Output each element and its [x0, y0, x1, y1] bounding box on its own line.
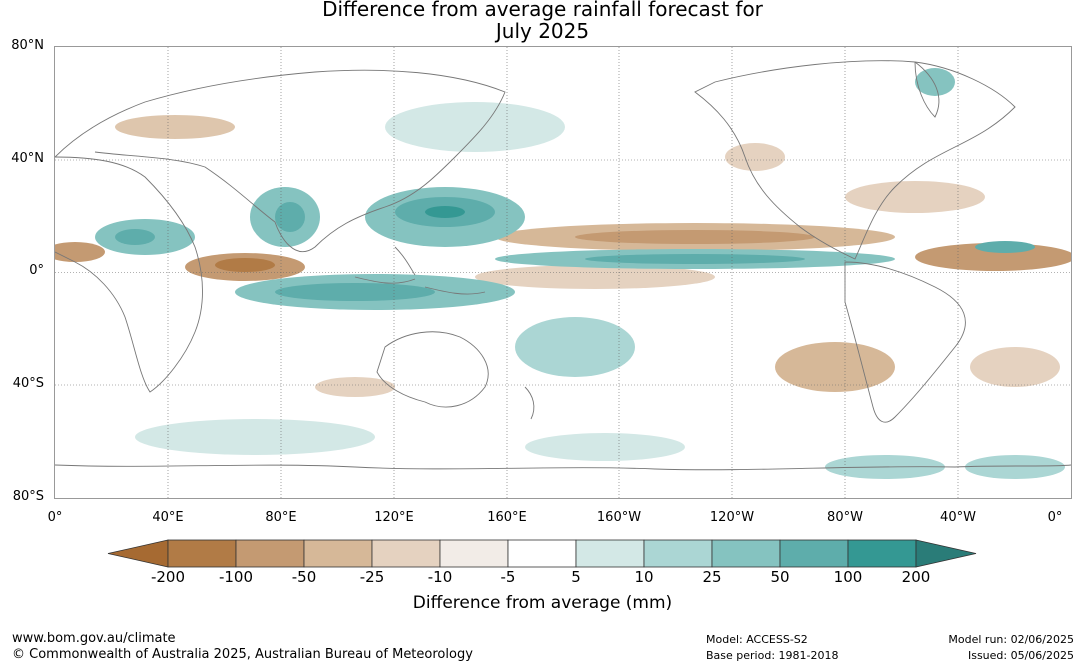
colorbar-bin — [439, 539, 509, 568]
lon-label-0: 0° — [47, 510, 63, 525]
lon-label-40w: 40°W — [940, 510, 976, 525]
lon-label-80w: 80°W — [827, 510, 863, 525]
lat-label-equator: 0° — [29, 263, 44, 278]
title-line-2: July 2025 — [495, 19, 590, 43]
colorbar-title: Difference from average (mm) — [412, 593, 673, 613]
lat-label-40s: 40°S — [12, 376, 44, 391]
colorbar-tick: 10 — [634, 568, 654, 586]
footer-model: Model: ACCESS-S2 — [706, 633, 808, 646]
lon-label-0-east: 0° — [1047, 510, 1063, 525]
footer-base-period: Base period: 1981-2018 — [706, 649, 839, 662]
map-title: Difference from average rainfall forecas… — [0, 0, 1085, 42]
colorbar-bin — [847, 539, 917, 568]
title-line-1: Difference from average rainfall forecas… — [322, 0, 763, 21]
footer-website: www.bom.gov.au/climate — [12, 631, 176, 646]
anomaly-fields — [45, 68, 1075, 479]
coastlines — [54, 60, 1072, 471]
lat-label-40n: 40°N — [11, 151, 44, 166]
colorbar — [107, 539, 977, 568]
colorbar-bin — [235, 539, 305, 568]
rainfall-anomaly-map — [45, 46, 1075, 499]
colorbar-tick: 200 — [901, 568, 931, 586]
colorbar-bin — [371, 539, 441, 568]
lon-label-120e: 120°E — [374, 510, 414, 525]
colorbar-tick: -5 — [500, 568, 516, 586]
footer-issued: Issued: 05/06/2025 — [967, 649, 1074, 662]
colorbar-bin — [711, 539, 781, 568]
lon-label-40e: 40°E — [152, 510, 184, 525]
lon-label-120w: 120°W — [709, 510, 755, 525]
colorbar-bin — [643, 539, 713, 568]
lon-label-160e: 160°E — [487, 510, 527, 525]
colorbar-tick: 100 — [833, 568, 863, 586]
colorbar-tick: -200 — [150, 568, 186, 586]
colorbar-tick: 50 — [770, 568, 790, 586]
colorbar-tick: -50 — [291, 568, 317, 586]
colorbar-tick: 5 — [571, 568, 581, 586]
lon-label-160w: 160°W — [596, 510, 642, 525]
colorbar-bin — [575, 539, 645, 568]
colorbar-tick: -10 — [427, 568, 453, 586]
colorbar-max-extend — [915, 539, 977, 568]
map-svg — [45, 47, 1075, 498]
footer-model-run: Model run: 02/06/2025 — [948, 633, 1074, 646]
colorbar-min-extend — [107, 539, 169, 568]
colorbar-bin — [779, 539, 849, 568]
colorbar-bin — [507, 539, 577, 568]
colorbar-bin — [303, 539, 373, 568]
colorbar-bin — [167, 539, 237, 568]
colorbar-tick: -100 — [218, 568, 254, 586]
footer-copyright: © Commonwealth of Australia 2025, Austra… — [12, 647, 473, 662]
lat-label-80n: 80°N — [11, 38, 44, 53]
lat-label-80s: 80°S — [12, 489, 44, 504]
lon-label-80e: 80°E — [265, 510, 297, 525]
colorbar-tick: 25 — [702, 568, 722, 586]
colorbar-tick: -25 — [359, 568, 385, 586]
